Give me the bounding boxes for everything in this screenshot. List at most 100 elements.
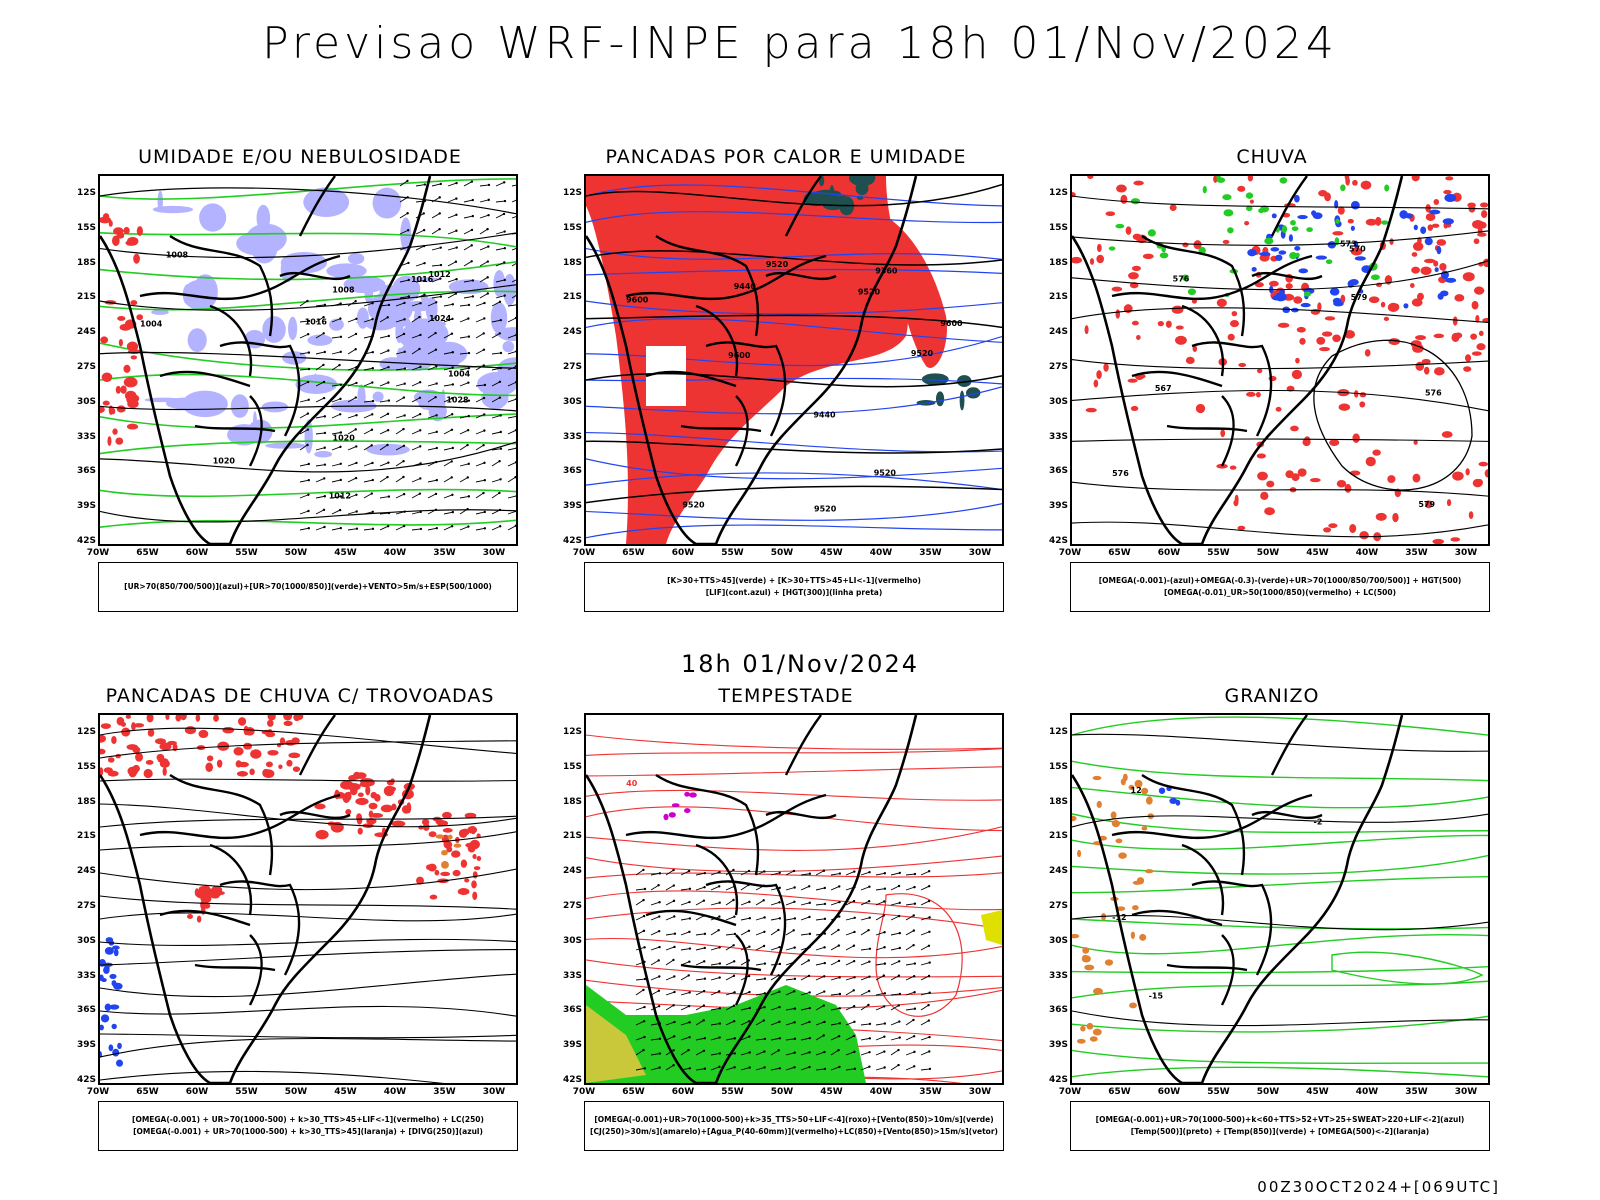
wind-vector — [703, 932, 707, 936]
wind-vector — [331, 527, 341, 531]
wind-vector — [338, 508, 342, 512]
rain-area — [1365, 218, 1377, 226]
legend-line: [OMEGA(-0.001) + UR>70(1000-500) + k>30_… — [133, 1127, 483, 1136]
legend-line: [OMEGA(-0.01)_UR>50(1000/850)(vermelho) … — [1163, 588, 1397, 597]
wind-vector — [427, 527, 437, 531]
wind-vector — [354, 428, 357, 431]
wind-vector — [439, 295, 443, 298]
country-border — [784, 176, 822, 237]
wind-vector — [467, 399, 471, 402]
longitude-label: 45W — [334, 548, 357, 558]
wind-vector — [882, 974, 886, 977]
wind-vector — [650, 946, 660, 951]
pressure-contour — [100, 441, 516, 473]
wind-vector — [800, 885, 810, 891]
wind-vector — [434, 348, 438, 351]
rain-area — [1452, 316, 1458, 326]
wind-vector — [868, 1022, 872, 1026]
wind-vector — [665, 1004, 674, 1011]
humidity-area — [347, 252, 365, 265]
wind-vector — [860, 961, 870, 966]
omega-area — [1275, 254, 1283, 261]
wind-vector — [778, 945, 781, 949]
wind-vector — [875, 888, 885, 891]
rain-area — [1345, 176, 1350, 186]
temp-500-contour — [1072, 915, 1488, 931]
humidity-low-contour — [100, 413, 516, 430]
omega-area — [1354, 256, 1366, 261]
wind-vector — [733, 1037, 737, 1040]
wind-vector — [443, 351, 453, 355]
omega-area — [1350, 200, 1360, 210]
longitude-label: 55W — [235, 1087, 258, 1097]
wind-vector — [868, 885, 871, 888]
wind-vector — [451, 383, 455, 386]
country-border — [1220, 395, 1235, 467]
wind-vector — [475, 527, 485, 531]
wind-vector — [905, 963, 915, 966]
rain-area — [1319, 347, 1331, 352]
humidity-area — [280, 251, 328, 274]
contour-label: 1016 — [305, 318, 328, 327]
wind-vector — [406, 179, 409, 183]
wind-vector — [395, 525, 405, 531]
wind-vector — [498, 380, 502, 383]
wind-vector — [853, 1020, 856, 1024]
wind-vector — [725, 1066, 735, 1071]
latitude-label: 30S — [562, 396, 582, 407]
wind-vector — [665, 946, 675, 951]
rain-area — [1352, 433, 1360, 443]
wind-vector — [665, 916, 675, 921]
wind-vector — [315, 316, 324, 323]
wind-vector — [808, 901, 811, 905]
latitude-label: 27S — [76, 362, 96, 372]
lifted-index-contour — [586, 377, 1002, 385]
wind-vector — [680, 992, 690, 996]
wind-vector — [411, 316, 420, 323]
rain-area — [1128, 272, 1139, 280]
thunderstorm-area — [121, 727, 131, 737]
wind-vector — [411, 302, 421, 307]
wind-vector — [475, 318, 485, 323]
wind-vector — [688, 930, 691, 934]
wind-vector — [687, 1004, 691, 1008]
thunderstorm-area — [133, 723, 145, 728]
rain-area — [1473, 286, 1485, 295]
wind-vector — [435, 430, 438, 434]
wind-vector — [680, 1036, 690, 1041]
wind-vector — [479, 276, 488, 283]
wind-vector — [450, 476, 453, 479]
divergence-area — [113, 949, 119, 957]
streamline-250 — [100, 938, 516, 947]
wind-vector — [315, 381, 325, 387]
omega-500-area — [1136, 877, 1145, 885]
wind-vector — [299, 463, 309, 467]
omega-strong-area — [1281, 225, 1288, 233]
wind-vector — [379, 429, 389, 435]
wind-vector — [355, 413, 358, 417]
wind-vector — [403, 301, 406, 305]
map-svg: 1004100810121016102010241028100410081012… — [100, 176, 516, 544]
wind-vector — [673, 1020, 676, 1024]
humidity-area — [157, 190, 163, 212]
wind-vector — [740, 991, 750, 996]
wind-vector — [770, 1067, 780, 1071]
wind-vector — [371, 510, 374, 514]
wind-vector — [867, 989, 871, 993]
wind-vector — [434, 395, 437, 399]
wind-vector — [487, 245, 490, 248]
rain-area — [1464, 354, 1472, 362]
rain-area — [1368, 296, 1380, 304]
closed-circulation — [875, 893, 963, 1017]
pressure-contour — [100, 232, 516, 259]
omega-area — [1424, 237, 1433, 246]
wind-vector — [451, 317, 454, 321]
wind-vector — [463, 181, 473, 187]
country-border — [209, 843, 253, 916]
wind-vector — [502, 212, 506, 216]
wind-vector — [451, 351, 455, 354]
rain-area — [1336, 479, 1347, 488]
wind-vector — [830, 993, 840, 996]
geopotential-height-contour — [586, 485, 1002, 504]
wind-vector — [427, 479, 437, 483]
